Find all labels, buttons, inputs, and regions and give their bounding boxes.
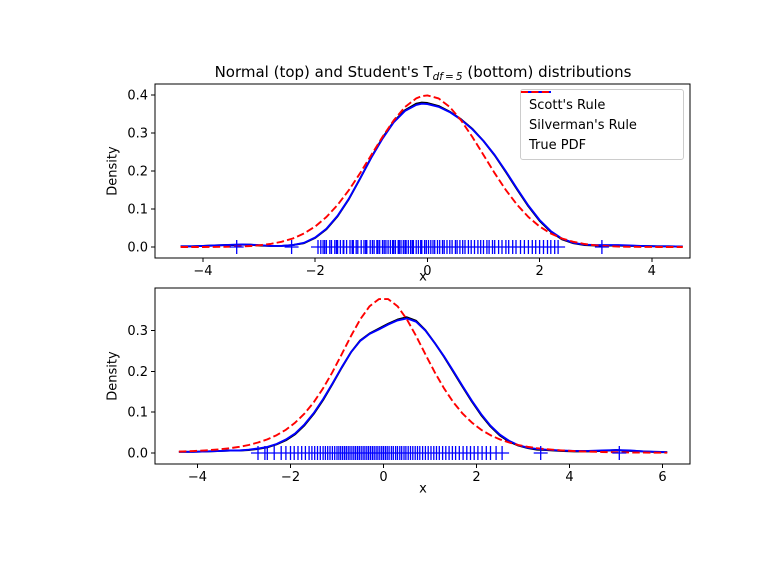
y-tick-label: 0.4 — [127, 88, 148, 103]
legend-label: Silverman's Rule — [529, 117, 637, 133]
figure-title-subscript: df = 5 — [432, 71, 463, 83]
scott-s-rule-line — [178, 316, 668, 454]
x-tick-label: 6 — [658, 470, 666, 485]
y-tick-label: 0.2 — [127, 164, 148, 179]
true-pdf-line — [178, 298, 668, 454]
rug-marks — [229, 240, 609, 254]
legend-label: True PDF — [529, 137, 587, 153]
y-tick-label: 0.3 — [127, 324, 148, 339]
legend-item-true-pdf: True PDF — [521, 91, 675, 155]
x-tick-label: 0 — [423, 264, 431, 279]
x-tick-label: −2 — [306, 264, 325, 279]
y-tick-label: 0.0 — [127, 446, 148, 461]
rug-marks — [251, 446, 627, 460]
y-tick-label: 0.1 — [127, 202, 148, 217]
figure-title: Normal (top) and Student's Tdf = 5 (bott… — [214, 63, 632, 83]
silverman-s-rule-line — [178, 317, 668, 454]
figure-title-post: (bottom) distributions — [462, 63, 632, 81]
x-tick-label: −4 — [188, 470, 207, 485]
true-pdf-line — [180, 94, 683, 248]
x-tick-label: 4 — [565, 470, 573, 485]
x-tick-label: 2 — [535, 264, 543, 279]
legend-item-silvermans-rule: Silverman's Rule — [521, 91, 675, 135]
legend: Scott's Rule Silverman's Rule True PDF — [520, 89, 684, 160]
top-xlabel: x — [419, 269, 427, 285]
legend-item-scotts-rule: Scott's Rule — [521, 91, 675, 115]
x-tick-label: −4 — [193, 264, 212, 279]
y-tick-label: 0.0 — [127, 240, 148, 255]
y-tick-label: 0.1 — [127, 406, 148, 421]
x-tick-label: 2 — [472, 470, 480, 485]
legend-line-dashed-red-icon — [521, 91, 551, 93]
x-tick-label: 0 — [379, 470, 387, 485]
y-tick-label: 0.3 — [127, 126, 148, 141]
subplot-bottom: −4 −2 0 2 4 6 0.0 0.1 0.2 0.3 — [127, 287, 691, 485]
y-tick-label: 0.2 — [127, 365, 148, 380]
x-tick-label: −2 — [281, 470, 300, 485]
figure-title-pre: Normal (top) and Student's T — [214, 63, 433, 81]
legend-label: Scott's Rule — [529, 97, 606, 113]
x-tick-label: 4 — [648, 264, 656, 279]
bottom-xlabel: x — [419, 481, 427, 497]
top-ylabel: Density — [105, 146, 121, 196]
subplot-top: −4 −2 0 2 4 0.0 0.1 0.2 0.3 0.4 — [127, 83, 691, 279]
bottom-ylabel: Density — [105, 351, 121, 401]
axes-frame — [154, 287, 691, 465]
